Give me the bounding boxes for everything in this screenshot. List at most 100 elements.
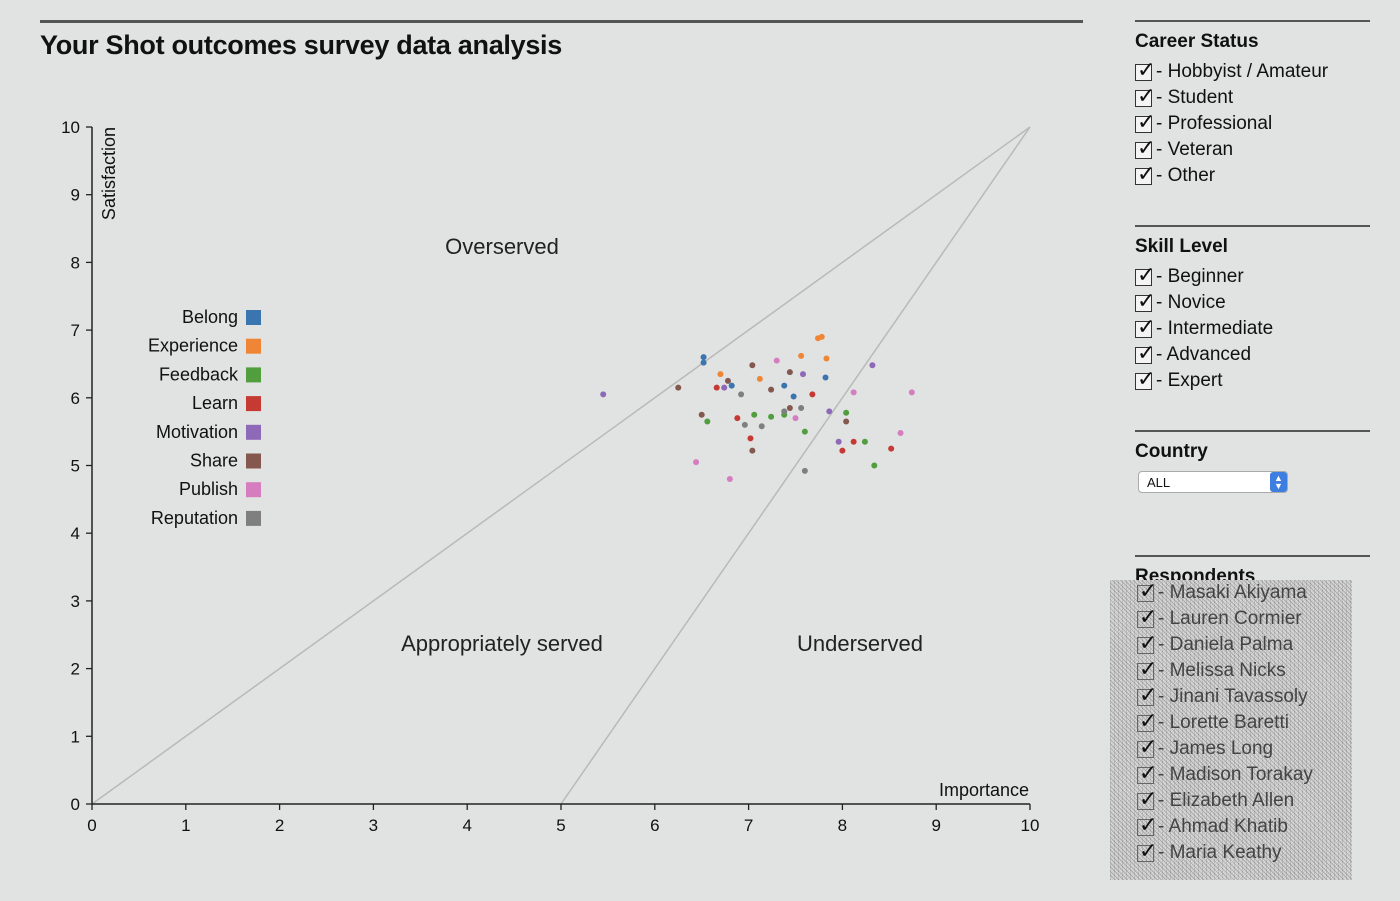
checkbox[interactable]: ✓: [1135, 367, 1155, 390]
checkbox-row[interactable]: ✓ - Expert: [1135, 367, 1370, 394]
skill-level-list: ✓ - Beginner ✓ - Novice ✓ - Intermediate ✓ - Ad…: [1135, 263, 1370, 394]
checkbox[interactable]: ✓: [1137, 761, 1157, 784]
data-point: [773, 357, 780, 364]
country-select[interactable]: ALL ▲ ▼: [1138, 471, 1288, 493]
y-tick-label: 4: [71, 524, 80, 543]
checkmark-icon: ✓: [1137, 365, 1156, 391]
x-axis-label: Importance: [939, 780, 1029, 800]
x-tick-label: 0: [87, 816, 96, 835]
checkbox[interactable]: ✓: [1135, 315, 1155, 338]
data-point: [768, 386, 775, 393]
region-label: Underserved: [797, 631, 923, 656]
checkbox[interactable]: ✓: [1137, 787, 1157, 810]
section-rule: [1135, 225, 1370, 227]
checkbox-label: - Melissa Nicks: [1158, 660, 1286, 681]
checkbox[interactable]: ✓: [1137, 735, 1157, 758]
career-status-list: ✓ - Hobbyist / Amateur ✓ - Student ✓ - Profes…: [1135, 58, 1370, 189]
data-point: [798, 352, 805, 359]
y-tick-label: 7: [71, 321, 80, 340]
checkbox-row[interactable]: ✓ - Advanced: [1135, 341, 1370, 368]
legend-swatch: [246, 367, 261, 383]
checkbox[interactable]: ✓: [1137, 580, 1157, 602]
checkbox-label: - Other: [1156, 165, 1216, 186]
checkbox-row[interactable]: ✓ - Lorette Baretti: [1110, 709, 1352, 736]
data-point: [800, 371, 807, 378]
checkbox-row[interactable]: ✓ - Maria Keathy: [1110, 839, 1352, 866]
data-point: [822, 374, 829, 381]
checkbox-row[interactable]: ✓ - Lauren Cormier: [1110, 605, 1352, 632]
section-rule: [1135, 430, 1370, 432]
checkbox-label: - Lauren Cormier: [1158, 608, 1302, 629]
checkbox[interactable]: ✓: [1137, 605, 1157, 628]
checkbox-row[interactable]: ✓ - Daniela Palma: [1110, 631, 1352, 658]
checkbox[interactable]: ✓: [1135, 162, 1155, 185]
checkbox-label: - Novice: [1156, 292, 1226, 313]
data-point: [781, 382, 788, 389]
data-point: [698, 411, 705, 418]
data-point: [798, 404, 805, 411]
checkmark-icon: ✓: [1137, 134, 1156, 160]
checkbox-row[interactable]: ✓ - Ahmad Khatib: [1110, 813, 1352, 840]
checkbox-row[interactable]: ✓ - Masaki Akiyama: [1110, 580, 1352, 606]
checkbox-row[interactable]: ✓ - Jinani Tavassoly: [1110, 683, 1352, 710]
data-point: [704, 418, 711, 425]
data-point: [721, 384, 728, 391]
checkbox[interactable]: ✓: [1135, 289, 1155, 312]
data-point: [826, 408, 833, 415]
checkbox-row[interactable]: ✓ - Student: [1135, 84, 1370, 111]
legend-swatch: [246, 338, 261, 354]
checkbox[interactable]: ✓: [1137, 709, 1157, 732]
checkmark-icon: ✓: [1139, 603, 1158, 629]
checkbox-row[interactable]: ✓ - Beginner: [1135, 263, 1370, 290]
skill-level-title: Skill Level: [1135, 236, 1228, 257]
checkbox[interactable]: ✓: [1137, 657, 1157, 680]
x-tick-label: 1: [181, 816, 190, 835]
data-point: [747, 435, 754, 442]
data-point: [786, 404, 793, 411]
checkbox[interactable]: ✓: [1135, 58, 1155, 81]
x-tick-label: 9: [931, 816, 940, 835]
checkbox-row[interactable]: ✓ - Other: [1135, 162, 1370, 189]
checkbox-label: - Professional: [1156, 113, 1273, 134]
checkbox[interactable]: ✓: [1137, 631, 1157, 654]
data-point: [700, 359, 707, 366]
data-point: [790, 393, 797, 400]
checkmark-icon: ✓: [1137, 108, 1156, 134]
legend-label: Experience: [148, 336, 238, 356]
checkmark-icon: ✓: [1139, 580, 1158, 603]
checkbox-row[interactable]: ✓ - Veteran: [1135, 136, 1370, 163]
data-point: [801, 467, 808, 474]
checkbox[interactable]: ✓: [1135, 263, 1155, 286]
checkmark-icon: ✓: [1139, 785, 1158, 811]
checkbox[interactable]: ✓: [1135, 136, 1155, 159]
checkbox[interactable]: ✓: [1135, 341, 1155, 364]
checkbox[interactable]: ✓: [1137, 683, 1157, 706]
data-point: [850, 438, 857, 445]
data-point: [758, 423, 765, 430]
checkbox-row[interactable]: ✓ - Elizabeth Allen: [1110, 787, 1352, 814]
checkmark-icon: ✓: [1139, 629, 1158, 655]
checkbox-row[interactable]: ✓ - Hobbyist / Amateur: [1135, 58, 1370, 85]
checkbox[interactable]: ✓: [1135, 110, 1155, 133]
data-point: [756, 375, 763, 382]
checkbox-row[interactable]: ✓ - Intermediate: [1135, 315, 1370, 342]
page-title: Your Shot outcomes survey data analysis: [40, 30, 562, 60]
data-point: [781, 408, 788, 415]
checkbox[interactable]: ✓: [1137, 839, 1157, 862]
career-status-title: Career Status: [1135, 31, 1259, 52]
filter-sidebar: Career Status ✓ - Hobbyist / Amateur ✓ - St…: [1110, 20, 1370, 880]
checkbox-row[interactable]: ✓ - Professional: [1135, 110, 1370, 137]
checkbox[interactable]: ✓: [1135, 84, 1155, 107]
checkbox[interactable]: ✓: [1137, 813, 1157, 836]
checkbox-row[interactable]: ✓ - James Long: [1110, 735, 1352, 762]
data-point: [869, 362, 876, 369]
region-label: Appropriately served: [401, 631, 603, 656]
checkbox-row[interactable]: ✓ - Madison Torakay: [1110, 761, 1352, 788]
data-point: [600, 391, 607, 398]
checkbox-row[interactable]: ✓ - Melissa Nicks: [1110, 657, 1352, 684]
legend-label: Share: [190, 451, 238, 471]
respondents-section: Respondents ✓ - Masaki Akiyama ✓ - Lauren C…: [1110, 555, 1370, 880]
checkbox-row[interactable]: ✓ - Novice: [1135, 289, 1370, 316]
legend-swatch: [246, 482, 261, 498]
y-tick-label: 2: [71, 660, 80, 679]
